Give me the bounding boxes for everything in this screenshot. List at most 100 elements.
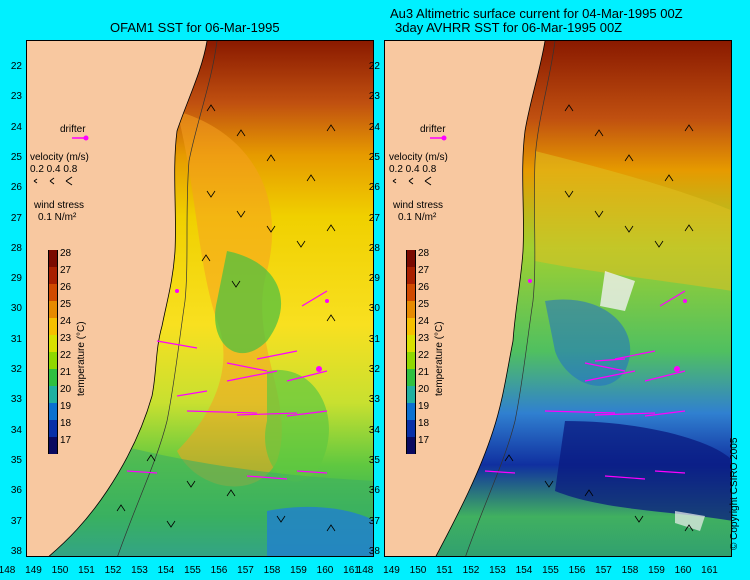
lat-label: 31 (368, 333, 380, 345)
lat-label: 30 (10, 303, 22, 315)
lon-label: 150 (51, 565, 69, 576)
lat-label: 24 (368, 121, 380, 133)
lon-label: 160 (316, 565, 334, 576)
lon-label: 154 (515, 565, 533, 576)
lat-label: 22 (368, 61, 380, 72)
legend-velocity-title: velocity (m/s) (30, 152, 89, 163)
colorbar-swatch (406, 267, 416, 284)
right-map-graphic (385, 41, 731, 556)
left-panel-title: OFAM1 SST for 06-Mar-1995 (110, 20, 280, 35)
colorbar-swatch (48, 437, 58, 454)
lon-label: 151 (436, 565, 453, 576)
lat-label: 33 (10, 394, 22, 406)
legend-wind-title: wind stress (34, 200, 85, 211)
colorbar-tick-label: 18 (60, 418, 72, 429)
lon-label: 153 (489, 565, 506, 576)
colorbar-tick-label: 27 (60, 265, 72, 276)
lat-label: 23 (10, 91, 22, 103)
right-panel-title-line1: Au3 Altimetric surface current for 04-Ma… (390, 6, 683, 21)
colorbar-swatch (406, 335, 416, 352)
colorbar-swatch (48, 318, 58, 335)
lon-label: 149 (25, 565, 42, 576)
colorbar-swatch (48, 403, 58, 420)
colorbar-tick-label: 28 (60, 248, 72, 259)
colorbar-tick-label: 23 (418, 333, 430, 344)
legend-velocity-scale: 0.2 0.4 0.8 (30, 164, 78, 175)
legend-wind-value: 0.1 N/m² (38, 212, 77, 223)
colorbar-title-right: temperature (°C) (434, 321, 445, 396)
colorbar-swatch (48, 250, 58, 267)
colorbar-tick-label: 17 (418, 435, 430, 446)
colorbar-tick-label: 25 (418, 299, 430, 310)
lat-label: 26 (10, 182, 22, 194)
lat-label: 36 (10, 485, 22, 497)
lon-label: 161 (343, 565, 360, 576)
colorbar-tick-label: 27 (418, 265, 430, 276)
colorbar-swatch (48, 386, 58, 403)
legend-wind-title-right: wind stress (393, 200, 444, 211)
drifter-icon (72, 135, 89, 141)
lat-label: 34 (10, 424, 22, 436)
lon-label: 152 (462, 565, 480, 576)
lat-label: 38 (10, 545, 22, 557)
lon-label: 157 (237, 565, 254, 576)
legend-wind-value-right: 0.1 N/m² (398, 212, 437, 223)
lon-label: 161 (701, 565, 718, 576)
lon-label: 155 (542, 565, 559, 576)
lat-label: 30 (368, 303, 380, 315)
colorbar-swatch (406, 403, 416, 420)
lon-label: 158 (263, 565, 281, 576)
colorbar-tick-label: 18 (418, 418, 430, 429)
colorbar-tick-label: 24 (60, 316, 72, 327)
lon-label: 148 (356, 565, 374, 576)
lon-label: 158 (621, 565, 639, 576)
lat-label: 26 (368, 182, 380, 194)
colorbar-tick-label: 22 (60, 350, 72, 361)
lat-label: 35 (10, 454, 22, 466)
colorbar-swatch (406, 284, 416, 301)
colorbar-tick-label: 20 (60, 384, 72, 395)
left-map-graphic (27, 41, 373, 556)
lat-label: 24 (10, 121, 22, 133)
lon-label: 157 (595, 565, 612, 576)
lat-label: 23 (368, 91, 380, 103)
colorbar-tick-label: 19 (60, 401, 72, 412)
lon-label: 153 (131, 565, 148, 576)
lon-label: 156 (210, 565, 228, 576)
right-sst-map (384, 40, 732, 557)
lat-label: 32 (10, 364, 22, 375)
colorbar-swatch (406, 352, 416, 369)
lat-label: 27 (368, 212, 380, 224)
lon-label: 151 (78, 565, 95, 576)
copyright-text: © Copyright CSIRO 2005 (729, 437, 740, 550)
colorbar-tick-label: 26 (418, 282, 430, 293)
colorbar-tick-label: 20 (418, 384, 430, 395)
lon-label: 155 (184, 565, 201, 576)
velocity-arrows-icon-right (392, 176, 432, 186)
lat-label: 25 (10, 151, 22, 163)
colorbar-swatch (48, 420, 58, 437)
colorbar-swatch (406, 420, 416, 437)
lat-label: 29 (368, 273, 380, 285)
legend-velocity-title-right: velocity (m/s) (389, 152, 448, 163)
lat-label: 36 (368, 485, 380, 497)
lat-label: 38 (368, 545, 380, 557)
colorbar-tick-label: 23 (60, 333, 72, 344)
lat-label: 28 (10, 242, 22, 254)
colorbar-swatch (406, 250, 416, 267)
velocity-arrows-icon (33, 176, 73, 186)
colorbar-tick-label: 17 (60, 435, 72, 446)
lat-label: 31 (10, 333, 22, 345)
lat-label: 35 (368, 454, 380, 466)
colorbar-tick-label: 19 (418, 401, 430, 412)
lon-label: 154 (157, 565, 175, 576)
colorbar-tick-label: 22 (418, 350, 430, 361)
lat-label: 32 (368, 364, 380, 375)
lat-label: 25 (368, 151, 380, 163)
lat-label: 22 (10, 61, 22, 72)
colorbar-swatch (48, 369, 58, 386)
left-sst-map (26, 40, 374, 557)
colorbar-tick-label: 26 (60, 282, 72, 293)
colorbar-tick-label: 21 (60, 367, 72, 378)
lon-label: 160 (674, 565, 692, 576)
